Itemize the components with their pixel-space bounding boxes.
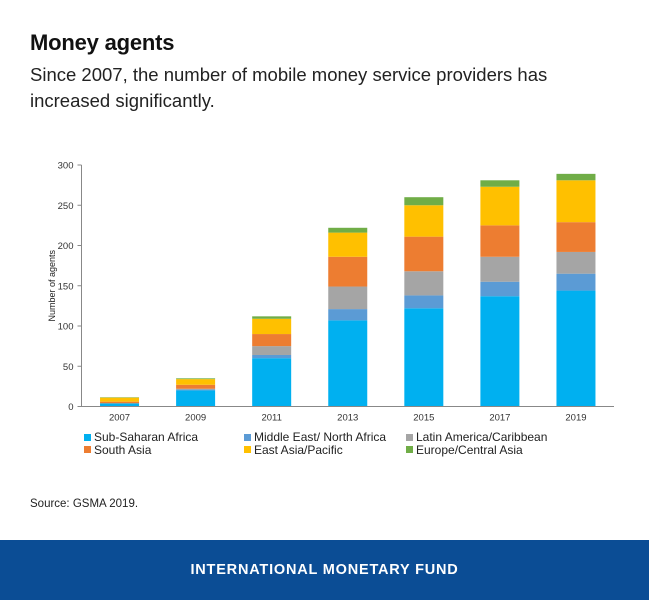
legend-label: East Asia/Pacific bbox=[254, 442, 343, 457]
chart-title: Money agents bbox=[30, 30, 175, 55]
legend-item: Europe/Central Asia bbox=[406, 443, 523, 457]
bar-segment-latin-america-caribbean-2017 bbox=[480, 256, 520, 282]
bar-segment-middle-east-north-africa-2009 bbox=[176, 389, 216, 391]
x-tick-label: 2015 bbox=[413, 413, 434, 424]
y-tick-label: 150 bbox=[58, 281, 74, 292]
bar-segment-sub-saharan-africa-2011 bbox=[252, 358, 292, 407]
bar-segment-south-asia-2019 bbox=[556, 222, 596, 252]
bar-segment-latin-america-caribbean-2009 bbox=[176, 388, 216, 390]
x-tick-label: 2009 bbox=[185, 413, 206, 424]
x-tick-label: 2019 bbox=[565, 413, 586, 424]
bar-segment-europe-central-asia-2011 bbox=[252, 316, 292, 319]
x-tick-label: 2013 bbox=[337, 413, 358, 424]
bar-segment-sub-saharan-africa-2013 bbox=[328, 320, 368, 407]
bar-segment-sub-saharan-africa-2009 bbox=[176, 390, 216, 407]
legend-label: Europe/Central Asia bbox=[416, 442, 523, 457]
bar-segment-latin-america-caribbean-2013 bbox=[328, 286, 368, 310]
bars bbox=[100, 173, 596, 407]
x-tick-label: 2011 bbox=[261, 413, 281, 424]
bar-segment-east-asia-pacific-2007 bbox=[100, 397, 140, 402]
x-tick-label: 2017 bbox=[489, 413, 510, 424]
legend-item: Sub-Saharan Africa bbox=[84, 430, 198, 444]
bar-segment-south-asia-2007 bbox=[100, 401, 140, 404]
legend-swatch bbox=[84, 433, 91, 441]
bar-segment-sub-saharan-africa-2015 bbox=[404, 308, 444, 407]
legend-swatch bbox=[406, 446, 413, 453]
bar-segment-south-asia-2017 bbox=[480, 225, 520, 257]
legend-swatch bbox=[244, 433, 251, 441]
bar-segment-sub-saharan-africa-2007 bbox=[100, 403, 140, 407]
legend-item: Latin America/Caribbean bbox=[406, 430, 547, 444]
legend-swatch bbox=[244, 446, 251, 453]
bar-segment-east-asia-pacific-2011 bbox=[252, 318, 292, 335]
bar-segment-europe-central-asia-2013 bbox=[328, 227, 368, 233]
y-tick-label: 200 bbox=[58, 241, 74, 252]
bar-segment-east-asia-pacific-2017 bbox=[480, 186, 520, 226]
bar-segment-europe-central-asia-2019 bbox=[556, 173, 596, 181]
bar-segment-south-asia-2011 bbox=[252, 334, 292, 347]
bar-segment-south-asia-2013 bbox=[328, 256, 368, 287]
bar-segment-south-asia-2015 bbox=[404, 236, 444, 272]
bar-segment-europe-central-asia-2015 bbox=[404, 197, 444, 206]
bar-segment-middle-east-north-africa-2019 bbox=[556, 273, 596, 291]
bar-segment-middle-east-north-africa-2015 bbox=[404, 295, 444, 309]
bar-segment-south-asia-2009 bbox=[176, 384, 216, 389]
bar-segment-middle-east-north-africa-2017 bbox=[480, 281, 520, 297]
bar-segment-latin-america-caribbean-2011 bbox=[252, 346, 292, 355]
legend-item: South Asia bbox=[84, 443, 151, 457]
legend-label: Middle East/ North Africa bbox=[254, 430, 387, 444]
legend-label: Sub-Saharan Africa bbox=[94, 430, 199, 444]
chart-subtitle: Since 2007, the number of mobile money s… bbox=[30, 64, 548, 111]
y-axis-title: Number of agents bbox=[47, 249, 57, 321]
source-note: Source: GSMA 2019. bbox=[30, 498, 139, 510]
bar-segment-east-asia-pacific-2013 bbox=[328, 232, 368, 257]
legend-swatch bbox=[406, 433, 413, 441]
legend-label: Latin America/Caribbean bbox=[416, 430, 548, 444]
legend-item: East Asia/Pacific bbox=[244, 443, 343, 457]
x-axis-ticks: 2007 2009 2011 2013 2015 2017 2019 bbox=[109, 413, 587, 424]
bar-segment-sub-saharan-africa-2019 bbox=[556, 290, 596, 407]
bar-segment-latin-america-caribbean-2015 bbox=[404, 271, 444, 296]
bar-segment-europe-central-asia-2017 bbox=[480, 180, 520, 187]
bar-segment-latin-america-caribbean-2019 bbox=[556, 251, 596, 274]
bar-segment-sub-saharan-africa-2017 bbox=[480, 296, 520, 407]
legend-swatch bbox=[84, 446, 91, 453]
bar-segment-europe-central-asia-2009 bbox=[176, 378, 216, 380]
organization-name: INTERNATIONAL MONETARY FUND bbox=[190, 562, 459, 578]
legend-item: Middle East/ North Africa bbox=[244, 430, 386, 444]
x-tick-label: 2007 bbox=[109, 413, 130, 424]
footer-banner: INTERNATIONAL MONETARY FUND bbox=[0, 540, 649, 600]
y-tick-label: 100 bbox=[58, 322, 74, 333]
bar-segment-middle-east-north-africa-2011 bbox=[252, 354, 292, 359]
y-axis-ticks: 0 50 100 150 200 250 300 bbox=[58, 161, 82, 413]
y-tick-label: 250 bbox=[58, 201, 74, 212]
legend-label: South Asia bbox=[94, 442, 152, 457]
bar-segment-middle-east-north-africa-2013 bbox=[328, 309, 368, 321]
bar-segment-east-asia-pacific-2015 bbox=[404, 205, 444, 237]
y-tick-label: 50 bbox=[63, 362, 74, 373]
bar-segment-east-asia-pacific-2009 bbox=[176, 379, 216, 385]
y-tick-label: 300 bbox=[58, 161, 74, 172]
y-tick-label: 0 bbox=[68, 402, 73, 413]
bar-segment-east-asia-pacific-2019 bbox=[556, 180, 596, 223]
